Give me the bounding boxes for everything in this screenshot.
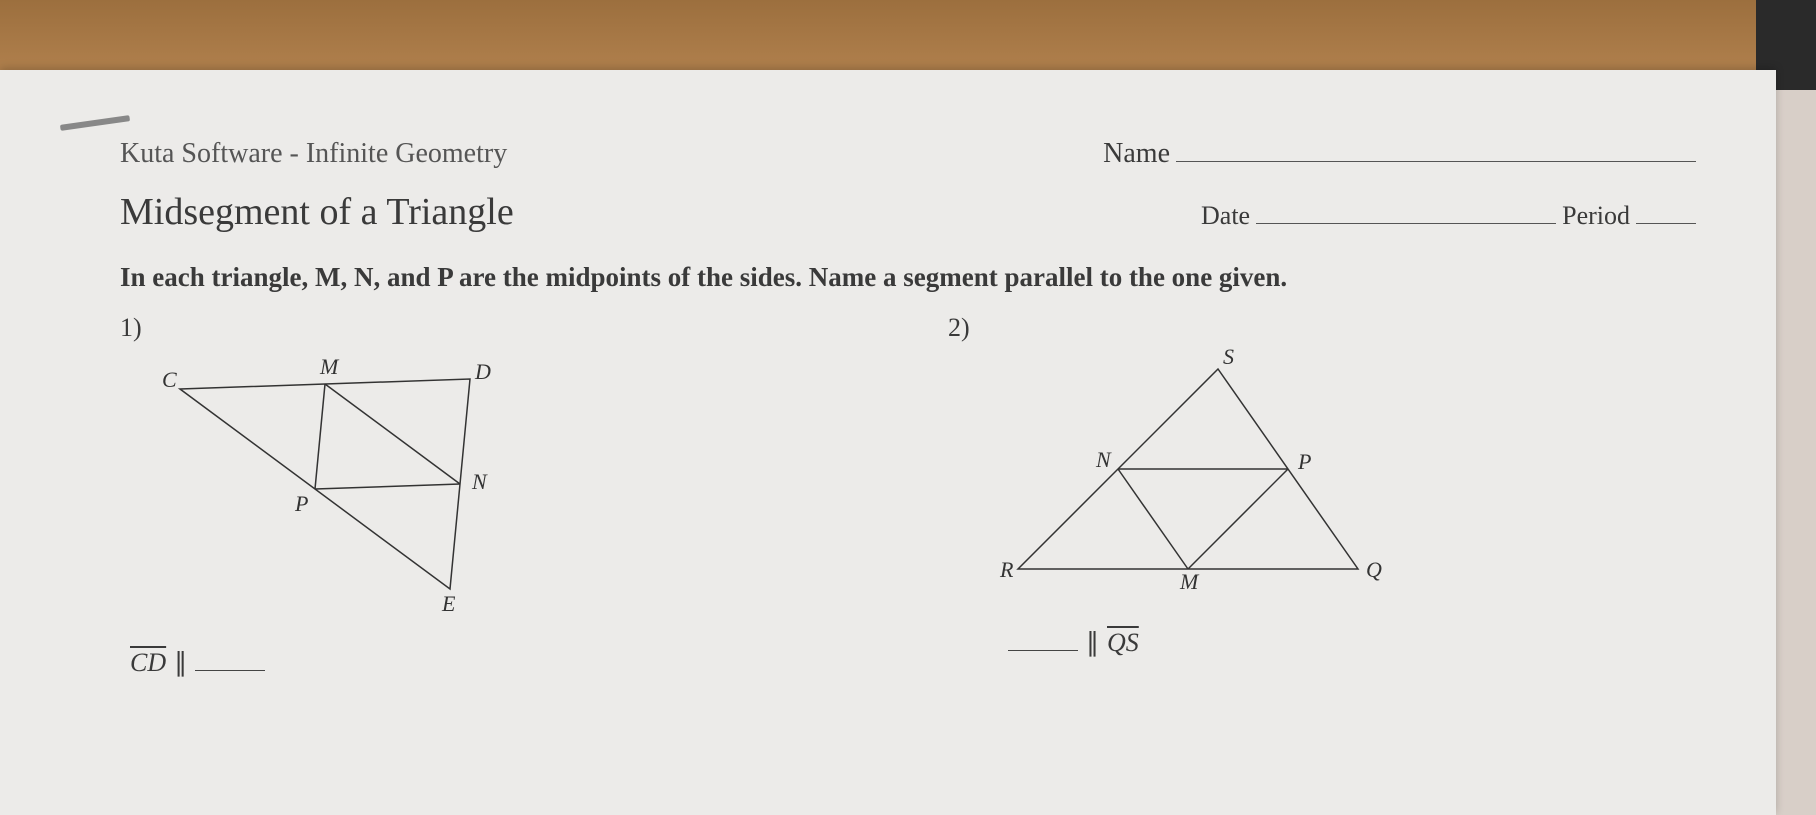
answer-blank-2[interactable] [1008, 624, 1078, 651]
triangle-diagram-1: C M D N P E [160, 349, 520, 619]
segment-mn2 [1118, 469, 1188, 569]
problem-2-number: 2) [948, 313, 1696, 343]
label-c: C [162, 367, 177, 392]
title-row: Midsegment of a Triangle Date Period [120, 190, 1696, 234]
label-m2: M [1179, 569, 1200, 594]
header-row: Kuta Software - Infinite Geometry Name [120, 130, 1696, 170]
problem-2-figure: S N P R M Q [988, 349, 1696, 604]
label-m: M [319, 354, 340, 379]
label-p: P [294, 491, 308, 516]
period-label: Period [1562, 201, 1630, 231]
problem-2-answer: ∥ QS [1008, 624, 1696, 658]
triangle-diagram-2: S N P R M Q [988, 349, 1408, 599]
answer-blank-1[interactable] [195, 644, 265, 671]
period-blank[interactable] [1636, 194, 1696, 224]
label-n: N [471, 469, 488, 494]
parallel-symbol-2: ∥ [1086, 628, 1099, 658]
label-e: E [441, 591, 456, 616]
date-blank[interactable] [1256, 194, 1556, 224]
label-d: D [474, 359, 491, 384]
segment-np [315, 484, 460, 489]
label-r: R [999, 557, 1014, 582]
segment-mn [325, 384, 460, 484]
segment-pm2 [1188, 469, 1288, 569]
parallel-symbol-1: ∥ [174, 648, 187, 678]
label-n2: N [1095, 447, 1112, 472]
date-period: Date Period [1201, 194, 1696, 231]
date-label: Date [1201, 201, 1250, 231]
problem-2: 2) S N P R M Q [948, 313, 1696, 678]
label-q: Q [1366, 557, 1382, 582]
label-p2: P [1297, 449, 1311, 474]
problem-1-figure: C M D N P E [160, 349, 868, 624]
instructions: In each triangle, M, N, and P are the mi… [120, 262, 1696, 293]
worksheet-paper: Kuta Software - Infinite Geometry Name M… [0, 70, 1776, 815]
segment-pm [315, 384, 325, 489]
name-field: Name [1103, 130, 1696, 170]
software-name: Kuta Software - Infinite Geometry [120, 138, 507, 170]
segment-qs: QS [1107, 628, 1139, 658]
problem-1: 1) C M D N P E C [120, 313, 868, 678]
label-s: S [1223, 349, 1234, 369]
triangle-cde [180, 379, 470, 589]
name-blank[interactable] [1176, 130, 1696, 162]
segment-cd: CD [130, 648, 166, 678]
name-label: Name [1103, 138, 1170, 170]
problem-1-number: 1) [120, 313, 868, 343]
staple-icon [60, 115, 130, 131]
problem-1-answer: CD ∥ [130, 644, 868, 678]
worksheet-title: Midsegment of a Triangle [120, 190, 514, 234]
problems-container: 1) C M D N P E C [120, 313, 1696, 678]
